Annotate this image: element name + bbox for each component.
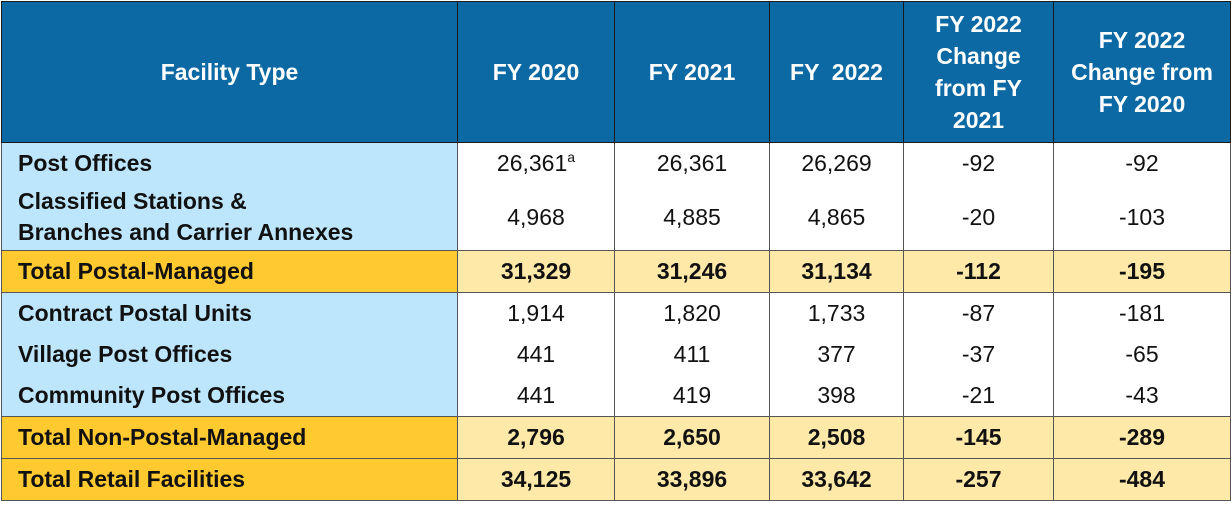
table-row: Community Post Offices 441 419 398 -21 -… bbox=[1, 375, 1231, 417]
header-change-from-fy2020: FY 2022 Change from FY 2020 bbox=[1053, 1, 1231, 143]
table-row: Classified Stations & Branches and Carri… bbox=[1, 184, 1231, 251]
cell-change-2020: -65 bbox=[1053, 334, 1231, 375]
table-row: Village Post Offices 441 411 377 -37 -65 bbox=[1, 334, 1231, 375]
cell-fy2022: 26,269 bbox=[769, 142, 904, 184]
row-label: Total Postal-Managed bbox=[1, 250, 458, 293]
header-fy2020: FY 2020 bbox=[457, 1, 615, 143]
cell-fy2021: 26,361 bbox=[614, 142, 770, 184]
cell-value: 26,361 bbox=[496, 150, 568, 176]
header-fy2021: FY 2021 bbox=[614, 1, 770, 143]
cell-change-2020: -92 bbox=[1053, 142, 1231, 184]
cell-fy2020: 26,361a bbox=[457, 142, 615, 184]
footnote-marker: a bbox=[567, 149, 576, 165]
cell-fy2020: 34,125 bbox=[457, 458, 615, 501]
cell-fy2020: 441 bbox=[457, 375, 615, 417]
cell-fy2022: 2,508 bbox=[769, 416, 904, 459]
retail-facilities-table: Facility Type FY 2020 FY 2021 FY 2022 FY… bbox=[1, 1, 1231, 501]
cell-fy2021: 33,896 bbox=[614, 458, 770, 501]
row-label: Post Offices bbox=[1, 142, 458, 184]
cell-change-2021: -145 bbox=[903, 416, 1054, 459]
cell-change-2021: -112 bbox=[903, 250, 1054, 293]
row-label: Total Non-Postal-Managed bbox=[1, 416, 458, 459]
cell-change-2021: -92 bbox=[903, 142, 1054, 184]
cell-fy2022: 1,733 bbox=[769, 292, 904, 334]
cell-change-2021: -20 bbox=[903, 184, 1054, 251]
cell-change-2021: -37 bbox=[903, 334, 1054, 375]
cell-fy2020: 2,796 bbox=[457, 416, 615, 459]
cell-fy2021: 419 bbox=[614, 375, 770, 417]
row-label: Contract Postal Units bbox=[1, 292, 458, 334]
total-row: Total Retail Facilities 34,125 33,896 33… bbox=[1, 458, 1231, 501]
cell-change-2020: -195 bbox=[1053, 250, 1231, 293]
header-fy2022: FY 2022 bbox=[769, 1, 904, 143]
cell-change-2020: -289 bbox=[1053, 416, 1231, 459]
cell-fy2022: 377 bbox=[769, 334, 904, 375]
cell-change-2020: -103 bbox=[1053, 184, 1231, 251]
cell-change-2021: -21 bbox=[903, 375, 1054, 417]
cell-fy2021: 411 bbox=[614, 334, 770, 375]
row-label: Village Post Offices bbox=[1, 334, 458, 375]
cell-fy2022: 4,865 bbox=[769, 184, 904, 251]
cell-fy2020: 31,329 bbox=[457, 250, 615, 293]
table-row: Contract Postal Units 1,914 1,820 1,733 … bbox=[1, 292, 1231, 334]
cell-fy2022: 33,642 bbox=[769, 458, 904, 501]
cell-fy2020: 441 bbox=[457, 334, 615, 375]
cell-fy2021: 31,246 bbox=[614, 250, 770, 293]
total-row: Total Non-Postal-Managed 2,796 2,650 2,5… bbox=[1, 416, 1231, 459]
cell-fy2020: 1,914 bbox=[457, 292, 615, 334]
cell-fy2021: 1,820 bbox=[614, 292, 770, 334]
header-facility-type: Facility Type bbox=[1, 1, 458, 143]
cell-change-2020: -484 bbox=[1053, 458, 1231, 501]
table-row: Post Offices 26,361a 26,361 26,269 -92 -… bbox=[1, 142, 1231, 184]
cell-fy2022: 398 bbox=[769, 375, 904, 417]
cell-fy2021: 2,650 bbox=[614, 416, 770, 459]
cell-change-2020: -181 bbox=[1053, 292, 1231, 334]
cell-change-2021: -257 bbox=[903, 458, 1054, 501]
cell-change-2021: -87 bbox=[903, 292, 1054, 334]
total-row: Total Postal-Managed 31,329 31,246 31,13… bbox=[1, 250, 1231, 293]
row-label: Classified Stations & Branches and Carri… bbox=[1, 184, 458, 251]
cell-change-2020: -43 bbox=[1053, 375, 1231, 417]
header-row: Facility Type FY 2020 FY 2021 FY 2022 FY… bbox=[1, 1, 1231, 143]
row-label: Community Post Offices bbox=[1, 375, 458, 417]
cell-fy2022: 31,134 bbox=[769, 250, 904, 293]
header-change-from-fy2021: FY 2022 Change from FY 2021 bbox=[903, 1, 1054, 143]
cell-fy2020: 4,968 bbox=[457, 184, 615, 251]
cell-fy2021: 4,885 bbox=[614, 184, 770, 251]
row-label: Total Retail Facilities bbox=[1, 458, 458, 501]
